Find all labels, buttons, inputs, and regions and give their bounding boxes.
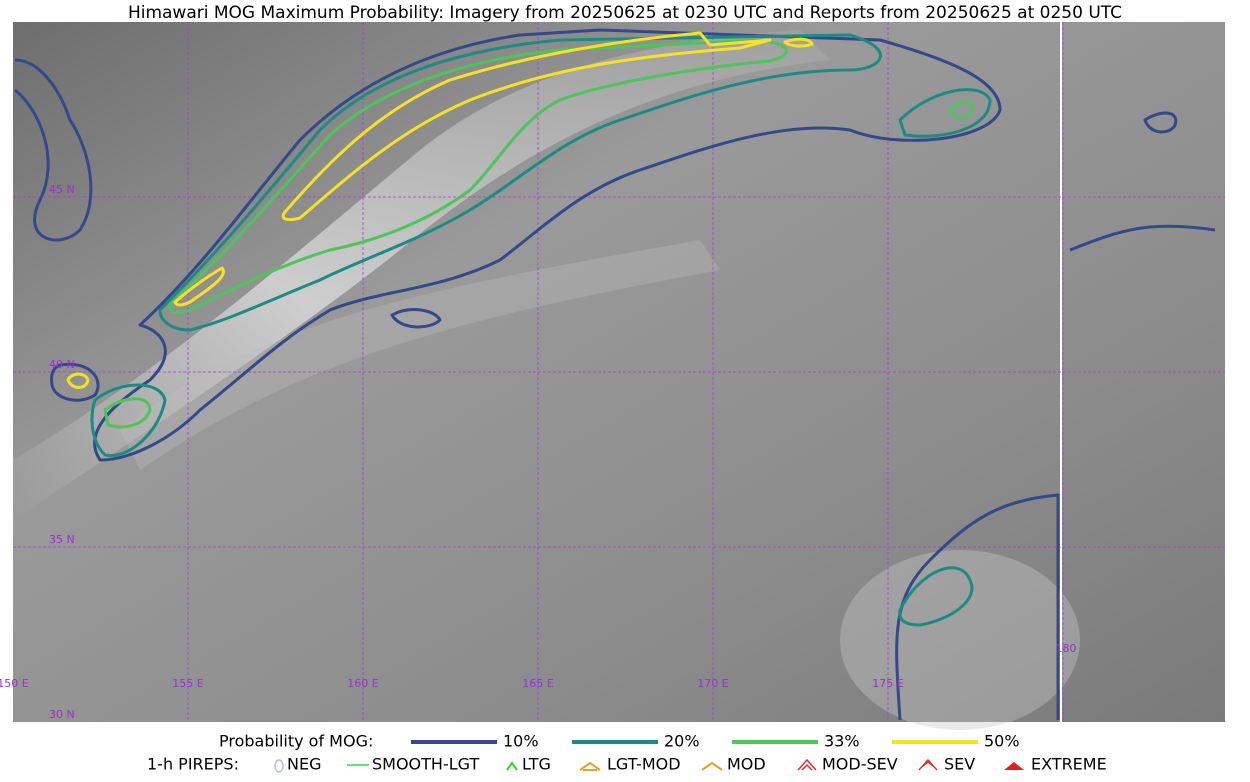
icon-mod-sev [797,758,817,771]
lat-label: 35 N [49,533,75,546]
legend-title: 1-h PIREPS: [147,755,239,774]
legend-label: SMOOTH-LGT [372,755,479,774]
icon-sev [918,758,938,771]
contour-50 [66,372,90,389]
lat-label: 40 N [49,358,75,371]
lon-label: 165 E [522,677,553,690]
lon-label: 180 [1056,642,1077,655]
legend-label: SEV [944,755,975,774]
cloud [840,550,1080,730]
legend-label: MOD-SEV [822,755,898,774]
title: Himawari MOG Maximum Probability: Imager… [128,3,1122,23]
lon-label: 155 E [172,677,203,690]
legend: Probability of MOG: 10% 20% 33% 50% 1-h … [147,732,1107,774]
contour-20 [898,566,974,627]
legend-label: EXTREME [1031,755,1107,774]
legend-label: 50% [984,732,1020,751]
contours [14,28,1216,721]
contour-10 [1069,224,1216,252]
contour-10 [93,28,1002,462]
contour-20 [158,33,882,332]
legend-label: 20% [664,732,700,751]
contour-10 [390,308,442,329]
icon-ltg [506,761,518,771]
lat-label: 45 N [49,183,75,196]
legend-label: 33% [824,732,860,751]
lon-label: 150 E [0,677,29,690]
icon-lgt-mod [579,761,601,771]
icon-mod [701,761,723,771]
legend-label: LTG [522,755,551,774]
icon-extreme [1004,762,1024,770]
contour-50 [173,266,225,307]
contour-33 [103,397,152,429]
lat-label: 30 N [49,708,75,721]
contour-10 [1143,111,1178,134]
contour-33 [168,38,788,314]
cloud-band [120,240,720,470]
contour-50 [783,37,814,48]
legend-label: LGT-MOD [607,755,681,774]
contour-10 [50,362,100,402]
legend-title: Probability of MOG: [219,732,373,751]
map: 45 N 40 N 35 N 30 N 150 E 155 E 160 E 16… [0,22,1225,730]
grid [13,22,1225,722]
contour-20 [90,383,167,457]
icon-neg [274,759,284,773]
contour-10 [895,493,1060,721]
legend-label: NEG [287,755,321,774]
legend-label: 10% [503,732,539,751]
lon-label: 170 E [697,677,728,690]
contour-33 [948,100,974,120]
legend-label: MOD [727,755,766,774]
lon-label: 175 E [872,677,903,690]
lon-label: 160 E [347,677,378,690]
contour-10 [14,58,93,242]
contour-20 [898,88,992,138]
contour-50 [281,31,772,222]
